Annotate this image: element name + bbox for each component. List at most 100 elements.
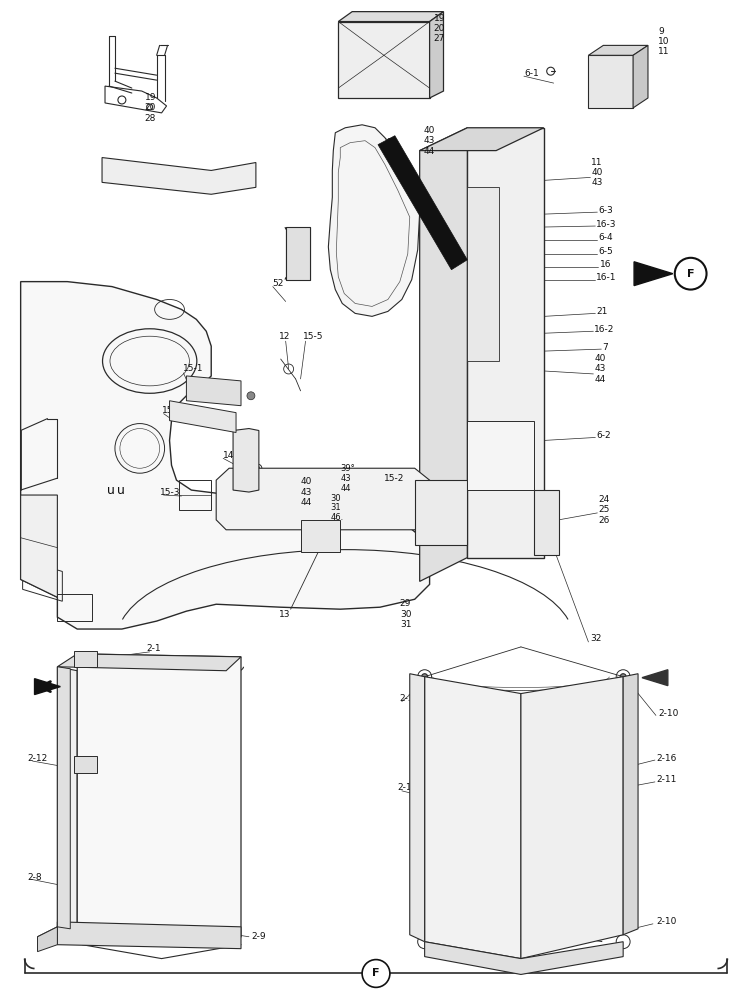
Circle shape (522, 538, 526, 542)
Polygon shape (338, 22, 429, 98)
Polygon shape (534, 490, 559, 555)
Polygon shape (634, 262, 673, 286)
Polygon shape (74, 651, 97, 667)
Circle shape (262, 496, 265, 500)
Text: 31: 31 (330, 503, 341, 512)
Text: 52: 52 (273, 279, 284, 288)
Circle shape (438, 490, 441, 494)
Text: 9
10
11: 9 10 11 (658, 27, 669, 56)
Polygon shape (588, 55, 633, 108)
Text: 32: 32 (590, 634, 602, 643)
Text: 2-16: 2-16 (656, 754, 676, 763)
Text: 11
40
43: 11 40 43 (591, 158, 603, 187)
Text: 6-5: 6-5 (599, 247, 613, 256)
Circle shape (522, 165, 526, 169)
Circle shape (256, 506, 260, 510)
Text: 13: 13 (279, 610, 290, 619)
Text: 15-5: 15-5 (302, 332, 323, 341)
Polygon shape (186, 376, 241, 406)
Circle shape (262, 486, 265, 490)
Text: 16: 16 (600, 260, 612, 269)
Polygon shape (57, 667, 77, 932)
Polygon shape (425, 677, 521, 959)
Polygon shape (329, 125, 420, 316)
Text: u: u (117, 484, 125, 497)
Polygon shape (77, 654, 241, 937)
Text: 15-1: 15-1 (183, 364, 204, 373)
Circle shape (422, 674, 428, 680)
Circle shape (675, 258, 707, 290)
Polygon shape (216, 468, 429, 530)
Polygon shape (420, 128, 467, 581)
Text: 15-4: 15-4 (162, 406, 182, 415)
Text: 14: 14 (223, 451, 235, 460)
Polygon shape (521, 677, 623, 959)
Text: 2-14: 2-14 (38, 937, 58, 946)
Text: 6-2: 6-2 (596, 431, 611, 440)
Polygon shape (425, 942, 623, 974)
Polygon shape (286, 227, 311, 280)
Circle shape (262, 476, 265, 480)
Polygon shape (429, 12, 444, 98)
Text: 49: 49 (382, 138, 393, 147)
Polygon shape (35, 679, 60, 695)
Text: 40
43
44: 40 43 44 (301, 477, 312, 507)
Polygon shape (338, 12, 444, 22)
Polygon shape (467, 128, 544, 558)
Polygon shape (20, 282, 429, 629)
Polygon shape (467, 187, 499, 361)
Text: 6-1: 6-1 (524, 69, 538, 78)
Text: 30: 30 (330, 494, 341, 503)
Text: u: u (107, 484, 115, 497)
Circle shape (620, 674, 626, 680)
Polygon shape (633, 45, 648, 108)
Polygon shape (623, 674, 638, 935)
Polygon shape (74, 756, 97, 773)
Circle shape (438, 530, 441, 534)
Text: 19
20
27: 19 20 27 (434, 14, 445, 43)
Polygon shape (57, 654, 241, 671)
Text: 15-3: 15-3 (159, 488, 180, 497)
Polygon shape (467, 421, 534, 490)
Text: 2-1: 2-1 (147, 644, 162, 653)
Text: 29
30
31: 29 30 31 (400, 599, 411, 629)
Text: 6-3: 6-3 (599, 206, 613, 215)
Text: F: F (372, 968, 380, 978)
Polygon shape (410, 674, 425, 942)
Text: 40
43
44: 40 43 44 (594, 354, 606, 384)
Polygon shape (378, 136, 467, 270)
Polygon shape (233, 429, 259, 492)
Circle shape (256, 466, 260, 470)
Circle shape (605, 76, 615, 86)
Text: 46.: 46. (330, 513, 344, 522)
Text: 16-2: 16-2 (594, 325, 614, 334)
Text: 2-10: 2-10 (658, 709, 678, 718)
Circle shape (362, 960, 390, 987)
Text: 16-3: 16-3 (596, 220, 617, 229)
Text: 2-9: 2-9 (251, 932, 265, 941)
Polygon shape (57, 922, 241, 949)
Polygon shape (38, 927, 57, 952)
Text: 39°: 39° (340, 464, 355, 473)
Text: 12: 12 (279, 332, 290, 341)
Text: F: F (687, 269, 694, 279)
Text: 2-3: 2-3 (400, 694, 414, 703)
Polygon shape (420, 128, 544, 151)
Polygon shape (102, 158, 256, 194)
Text: 44: 44 (340, 484, 350, 493)
Text: 2-8: 2-8 (28, 873, 42, 882)
Circle shape (478, 165, 481, 169)
Polygon shape (57, 667, 70, 929)
Polygon shape (301, 520, 340, 552)
Text: 16-1: 16-1 (596, 273, 617, 282)
Polygon shape (642, 670, 668, 686)
Text: 6-4: 6-4 (599, 233, 613, 242)
Text: 24
25
26: 24 25 26 (599, 495, 610, 525)
Polygon shape (169, 401, 236, 433)
Text: 43: 43 (340, 474, 351, 483)
Polygon shape (20, 495, 57, 597)
Polygon shape (414, 480, 467, 545)
Polygon shape (588, 45, 648, 55)
Circle shape (478, 538, 481, 542)
Text: 2-10: 2-10 (656, 917, 676, 926)
